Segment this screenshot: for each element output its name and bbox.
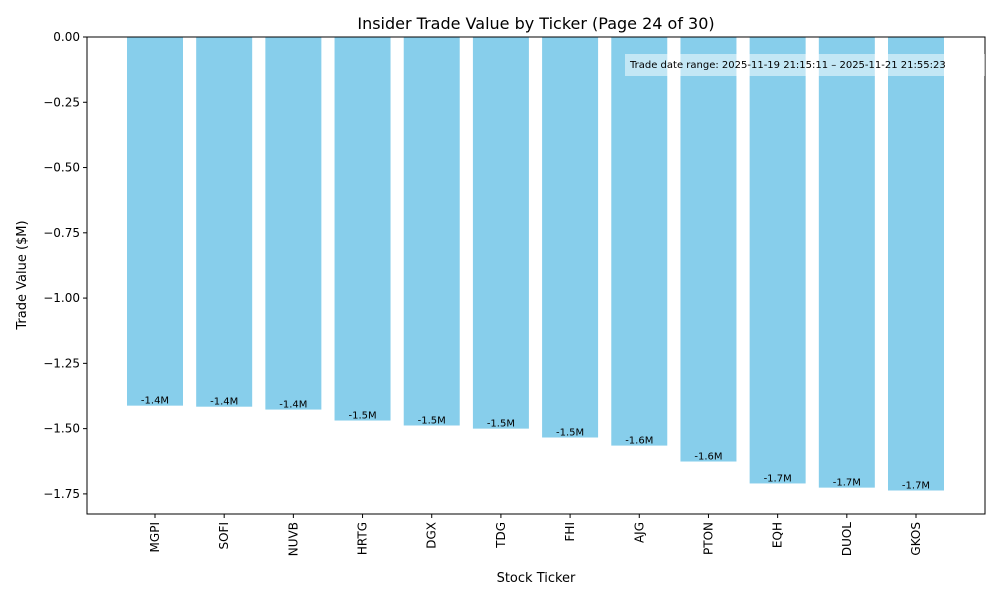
data-label: -1.4M xyxy=(279,400,307,411)
annotation-box xyxy=(625,54,985,76)
bar-mgpi xyxy=(127,37,183,406)
y-tick-label: −1.00 xyxy=(43,291,80,305)
x-tick-label: SOFI xyxy=(217,522,231,550)
x-tick-label: DUOL xyxy=(840,522,854,556)
y-axis-label: Trade Value ($M) xyxy=(15,220,30,330)
x-tick-label: NUVB xyxy=(286,522,300,556)
bar-eqh xyxy=(749,37,806,484)
x-tick-label: TDG xyxy=(494,522,508,549)
data-label: -1.7M xyxy=(833,478,861,489)
x-tick-label: HRTG xyxy=(356,522,370,555)
bar-ajg xyxy=(611,37,668,446)
bar-dgx xyxy=(403,37,460,426)
bar-gkos xyxy=(888,37,944,491)
bar-tdg xyxy=(472,37,529,429)
y-tick-label: −0.50 xyxy=(43,161,80,175)
chart-title: Insider Trade Value by Ticker (Page 24 o… xyxy=(357,14,714,33)
bar-hrtg xyxy=(334,37,391,421)
y-tick-label: −0.75 xyxy=(43,226,80,240)
x-tick-label: GKOS xyxy=(909,522,923,556)
annotation-text: Trade date range: 2025-11-19 21:15:11 – … xyxy=(629,60,946,71)
data-label: -1.6M xyxy=(625,436,653,447)
data-label: -1.7M xyxy=(764,473,792,484)
bar-fhi xyxy=(542,37,599,438)
data-label: -1.5M xyxy=(418,415,446,426)
data-label: -1.7M xyxy=(902,481,930,492)
x-tick-label: EQH xyxy=(771,522,785,548)
y-tick-label: −1.50 xyxy=(43,422,80,436)
data-label: -1.5M xyxy=(487,419,515,430)
data-label: -1.6M xyxy=(694,452,722,463)
y-tick-label: −1.25 xyxy=(43,356,80,370)
x-tick-label: MGPI xyxy=(148,522,162,552)
data-label: -1.5M xyxy=(348,411,376,422)
x-axis-label: Stock Ticker xyxy=(497,571,576,586)
bar-sofi xyxy=(196,37,253,407)
x-tick-label: FHI xyxy=(563,522,577,541)
bar-pton xyxy=(680,37,737,462)
x-tick-label: AJG xyxy=(632,522,646,543)
data-label: -1.4M xyxy=(141,396,169,407)
bar-nuvb xyxy=(265,37,322,410)
x-tick-label: DGX xyxy=(425,522,439,549)
bar-duol xyxy=(818,37,875,488)
x-tick-label: PTON xyxy=(701,522,715,555)
plot-frame xyxy=(86,36,986,515)
data-label: -1.5M xyxy=(556,428,584,439)
data-label: -1.4M xyxy=(210,397,238,408)
y-tick-label: −0.25 xyxy=(43,95,80,109)
y-tick-label: −1.75 xyxy=(43,487,80,501)
y-tick-label: 0.00 xyxy=(53,30,80,44)
